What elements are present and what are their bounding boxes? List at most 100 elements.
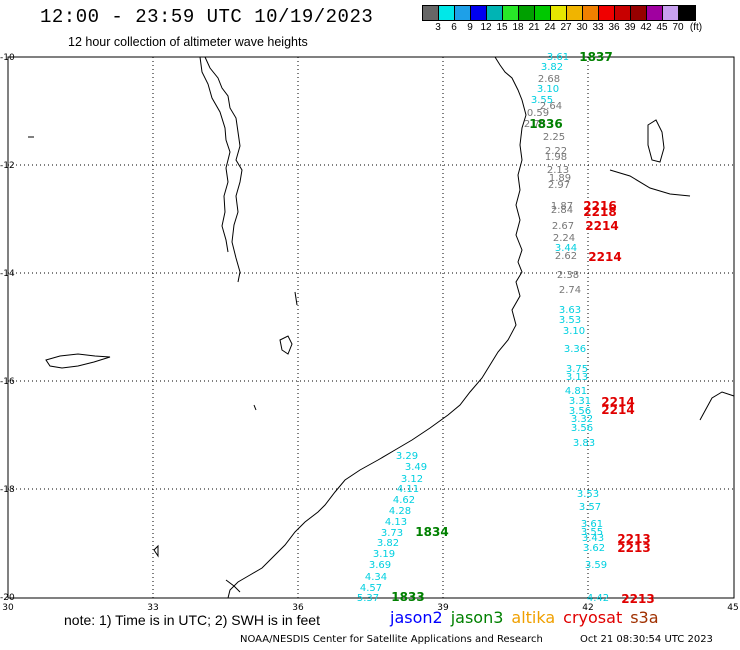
color-swatch (583, 6, 599, 20)
lon-label: 36 (292, 603, 304, 613)
wave-height-value: 3.56 (571, 423, 593, 434)
lat-label: -20 (0, 593, 15, 603)
footer-note: note: 1) Time is in UTC; 2) SWH is in fe… (64, 612, 320, 628)
wave-height-value: 2.84 (551, 205, 573, 216)
coastline (28, 56, 735, 599)
wave-height-value: 3.55 (581, 527, 603, 538)
legend-s3a: s3a (630, 608, 659, 627)
wave-height-values: 3.613.823.103.553.443.633.533.103.363.75… (357, 52, 609, 604)
wave-height-value: 3.83 (573, 438, 595, 449)
legend-altika: altika (511, 608, 556, 627)
wave-height-value: 4.81 (565, 386, 587, 397)
wave-height-value: 2.25 (543, 132, 565, 143)
color-scale-label: 15 (496, 22, 508, 33)
wave-height-value: 3.29 (396, 451, 418, 462)
wave-height-value: 2.24 (553, 233, 575, 244)
color-scale-label: 36 (608, 22, 620, 33)
color-scale-label: 70 (672, 22, 684, 33)
wave-height-value: 4.11 (397, 484, 419, 495)
wave-height-color-scale (422, 5, 696, 21)
wave-height-value: 3.82 (541, 62, 563, 73)
wave-height-value: 3.10 (563, 326, 585, 337)
lat-label: -14 (0, 269, 15, 279)
pass-time-labels: 1837183618341833221622182214221422142214… (391, 50, 654, 606)
color-scale-label: 42 (640, 22, 652, 33)
lat-lon-grid (8, 57, 734, 598)
wave-height-value: 3.55 (531, 95, 553, 106)
legend-jason3: jason3 (450, 608, 504, 627)
wave-height-value: 4.42 (587, 593, 609, 604)
wave-height-value: 3.10 (537, 84, 559, 95)
wave-height-value: 4.13 (385, 517, 407, 528)
color-scale-label: 39 (624, 22, 636, 33)
color-swatch (647, 6, 663, 20)
wave-height-value: 2.97 (548, 180, 570, 191)
color-swatch (631, 6, 647, 20)
pass-time-label: 2214 (601, 395, 634, 409)
pass-time-label: 2216 (583, 199, 616, 213)
wave-height-value: 2.75 (524, 119, 546, 130)
wave-height-value: 3.63 (559, 305, 581, 316)
color-swatch (439, 6, 455, 20)
satellite-legend: jason2 jason3 altika cryosat s3a (390, 608, 667, 627)
wave-height-value: 2.62 (555, 251, 577, 262)
wave-height-value: 3.82 (377, 538, 399, 549)
wave-height-value: 3.57 (579, 502, 601, 513)
wave-height-value: 3.69 (369, 560, 391, 571)
wave-height-value: 3.32 (571, 414, 593, 425)
wave-height-value: 0.59 (527, 108, 549, 119)
wave-height-value: 2.38 (557, 270, 579, 281)
color-swatch (679, 6, 695, 20)
color-scale-label: 9 (467, 22, 473, 33)
pass-time-label: 1833 (391, 590, 424, 604)
generation-timestamp: Oct 21 08:30:54 UTC 2023 (580, 634, 713, 645)
pass-time-label: 2214 (601, 403, 634, 417)
color-scale-label: 27 (560, 22, 572, 33)
color-scale-label: (ft) (689, 22, 703, 33)
pass-time-label: 2214 (588, 250, 621, 264)
wave-height-value: 3.53 (559, 315, 581, 326)
wave-height-value: 3.62 (583, 543, 605, 554)
lon-label: 39 (437, 603, 449, 613)
wave-height-value: 3.43 (582, 533, 604, 544)
color-swatch (663, 6, 679, 20)
lon-label: 45 (727, 603, 738, 613)
color-scale-label: 45 (656, 22, 668, 33)
wave-height-value: 2.13 (547, 165, 569, 176)
legend-jason2: jason2 (390, 608, 443, 627)
map-frame (7, 56, 735, 599)
lon-label: 33 (147, 603, 158, 613)
pass-time-label: 2214 (585, 219, 618, 233)
color-scale-label: 24 (544, 22, 556, 33)
wave-height-value: 3.61 (547, 52, 569, 63)
lon-label: 42 (582, 603, 593, 613)
color-swatch (455, 6, 471, 20)
pass-time-label: 1834 (415, 525, 448, 539)
legend-cryosat: cryosat (563, 608, 623, 627)
color-swatch (487, 6, 503, 20)
pass-time-label: 2218 (583, 205, 616, 219)
wave-height-value: 2.64 (540, 101, 562, 112)
wave-height-value: 3.19 (373, 549, 395, 560)
color-scale-label: 12 (480, 22, 492, 33)
color-scale-label: 18 (512, 22, 524, 33)
color-swatch (599, 6, 615, 20)
wave-height-value: 2.67 (552, 221, 574, 232)
color-swatch (567, 6, 583, 20)
color-swatch (423, 6, 439, 20)
wave-height-value: 2.68 (538, 74, 560, 85)
credit-line: NOAA/NESDIS Center for Satellite Applica… (240, 634, 543, 645)
wave-height-value: 1.87 (551, 201, 573, 212)
wave-height-value: 4.57 (360, 583, 382, 594)
wave-height-value: 3.61 (581, 519, 603, 530)
pass-time-label: 2213 (621, 592, 654, 606)
wave-height-value: 3.73 (381, 528, 403, 539)
color-swatch (551, 6, 567, 20)
lon-label: 30 (2, 603, 14, 613)
color-swatch (519, 6, 535, 20)
page-subtitle: 12 hour collection of altimeter wave hei… (68, 35, 308, 49)
color-scale-label: 3 (435, 22, 441, 33)
pass-time-label: 2213 (617, 541, 650, 555)
color-swatch (471, 6, 487, 20)
